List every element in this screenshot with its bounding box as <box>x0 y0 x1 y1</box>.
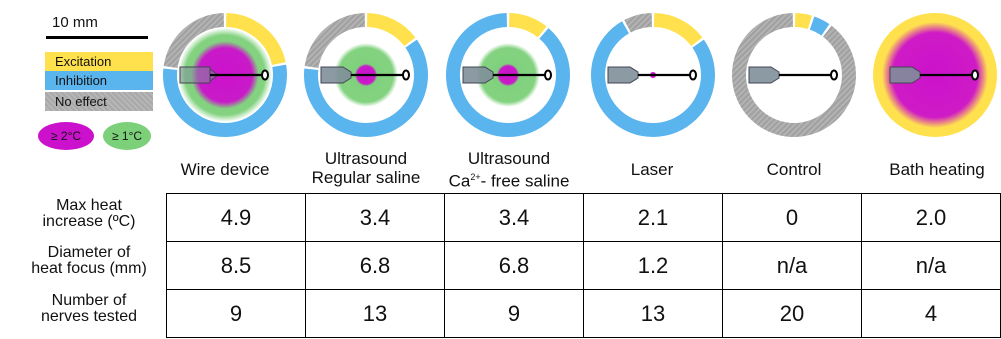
label-line2: Ca2+- free saline <box>434 168 584 191</box>
ring-no-effect <box>163 13 225 69</box>
label-line1: Laser <box>630 160 674 179</box>
results-table: 4.9 3.4 3.4 2.1 0 2.0 8.5 6.8 6.8 1.2 n/… <box>166 193 1001 338</box>
ring-diagram-ultrasound-ca-free <box>446 13 570 137</box>
legend-heat-2c: ≥ 2°C <box>38 122 94 150</box>
ring-diagram-control <box>732 13 856 137</box>
table-cell: 9 <box>444 289 584 338</box>
scale-bar-label: 10 mm <box>52 14 98 31</box>
recording-electrode-icon <box>830 69 838 81</box>
table-row: 4.9 3.4 3.4 2.1 0 2.0 <box>166 193 1001 242</box>
table-cell: 0 <box>722 193 862 242</box>
label-line1: Wire device <box>180 160 270 179</box>
table-cell: 2.1 <box>583 193 723 242</box>
label-laser: Laser <box>577 160 727 179</box>
table-cell: 4.9 <box>166 193 306 242</box>
ring-inhibition <box>446 13 570 137</box>
row-label-max-heat: Max heat increase (ºC) <box>14 198 164 230</box>
recording-electrode-icon <box>261 69 269 81</box>
table-cell: 13 <box>583 289 723 338</box>
ring-diagram-ultrasound-regular <box>304 13 428 137</box>
table-row: 8.5 6.8 6.8 1.2 n/a n/a <box>166 241 1001 290</box>
row-label-line2: increase (ºC) <box>42 213 136 230</box>
label-rest: - free saline <box>480 171 570 191</box>
ring-inhibition <box>809 16 830 36</box>
label-superscript: 2+ <box>470 172 481 182</box>
ring-inhibition <box>304 39 428 137</box>
table-row: 9 13 9 13 20 4 <box>166 289 1001 338</box>
row-label-line1: Diameter of <box>47 244 131 261</box>
panel-wire-device <box>160 5 290 145</box>
ring-excitation <box>794 13 812 30</box>
recording-electrode-icon <box>544 69 552 81</box>
label-line1: Bath heating <box>889 160 985 179</box>
wire-device-icon <box>179 66 211 84</box>
table-cell: 8.5 <box>166 241 306 290</box>
label-ultrasound-ca-free: Ultrasound Ca2+- free saline <box>434 149 584 191</box>
panel-ultrasound-regular <box>301 5 431 145</box>
table-cell: 4 <box>861 289 1001 338</box>
table-cell: 6.8 <box>444 241 584 290</box>
table-cell: n/a <box>861 241 1001 290</box>
ring-excitation <box>225 13 286 66</box>
label-line1: Ultrasound <box>467 149 551 168</box>
legend-heat-1c: ≥ 1°C <box>103 122 151 150</box>
ring-inhibition <box>163 64 287 137</box>
table-cell: 3.4 <box>444 193 584 242</box>
legend: 10 mm Excitation Inhibition No effect ≥ … <box>0 0 160 165</box>
label-line1: Control <box>766 160 822 179</box>
recording-electrode-icon <box>402 69 410 81</box>
row-label-line2: nerves tested <box>40 308 138 325</box>
scale-bar <box>46 36 148 39</box>
panel-bath-heating <box>870 5 1000 145</box>
ring-excitation <box>508 13 547 38</box>
label-ca: Ca <box>448 171 471 191</box>
legend-excitation: Excitation <box>45 52 153 71</box>
row-label-diameter: Diameter of heat focus (mm) <box>14 245 164 277</box>
legend-inhibition: Inhibition <box>45 71 153 90</box>
label-bath-heating: Bath heating <box>862 160 1001 179</box>
panel-ultrasound-ca-free <box>443 5 573 145</box>
row-label-line1: Number of <box>51 292 127 309</box>
table-cell: 13 <box>305 289 445 338</box>
row-label-nerves: Number of nerves tested <box>14 293 164 325</box>
ring-diagram-laser <box>591 13 715 137</box>
label-control: Control <box>719 160 869 179</box>
transducer-probe-icon <box>462 66 494 84</box>
label-wire-device: Wire device <box>150 160 300 179</box>
ring-no-effect <box>624 13 653 33</box>
row-label-line1: Max heat <box>56 197 122 214</box>
recording-electrode-icon <box>689 69 697 81</box>
transducer-probe-icon <box>607 66 639 84</box>
ring-no-effect <box>304 13 366 69</box>
table-cell: 2.0 <box>861 193 1001 242</box>
transducer-probe-icon <box>748 66 780 84</box>
table-cell: n/a <box>722 241 862 290</box>
legend-no-effect: No effect <box>45 92 153 111</box>
ring-no-effect <box>732 13 856 137</box>
recording-electrode-icon <box>971 69 979 81</box>
panel-laser <box>588 5 718 145</box>
table-cell: 9 <box>166 289 306 338</box>
row-label-line2: heat focus (mm) <box>31 260 147 277</box>
ring-excitation <box>653 13 703 47</box>
label-ultrasound-regular: Ultrasound Regular saline <box>291 149 441 187</box>
ring-diagram-wire-device <box>163 13 287 137</box>
transducer-probe-icon <box>889 66 921 84</box>
ring-inhibition <box>591 21 715 137</box>
ring-diagram-bath-heating <box>873 13 997 137</box>
table-cell: 6.8 <box>305 241 445 290</box>
ring-excitation <box>366 13 416 47</box>
table-cell: 3.4 <box>305 193 445 242</box>
panel-control <box>729 5 859 145</box>
transducer-probe-icon <box>320 66 352 84</box>
label-line2: Regular saline <box>311 168 421 187</box>
table-cell: 20 <box>722 289 862 338</box>
table-cell: 1.2 <box>583 241 723 290</box>
label-line1: Ultrasound <box>324 149 408 168</box>
